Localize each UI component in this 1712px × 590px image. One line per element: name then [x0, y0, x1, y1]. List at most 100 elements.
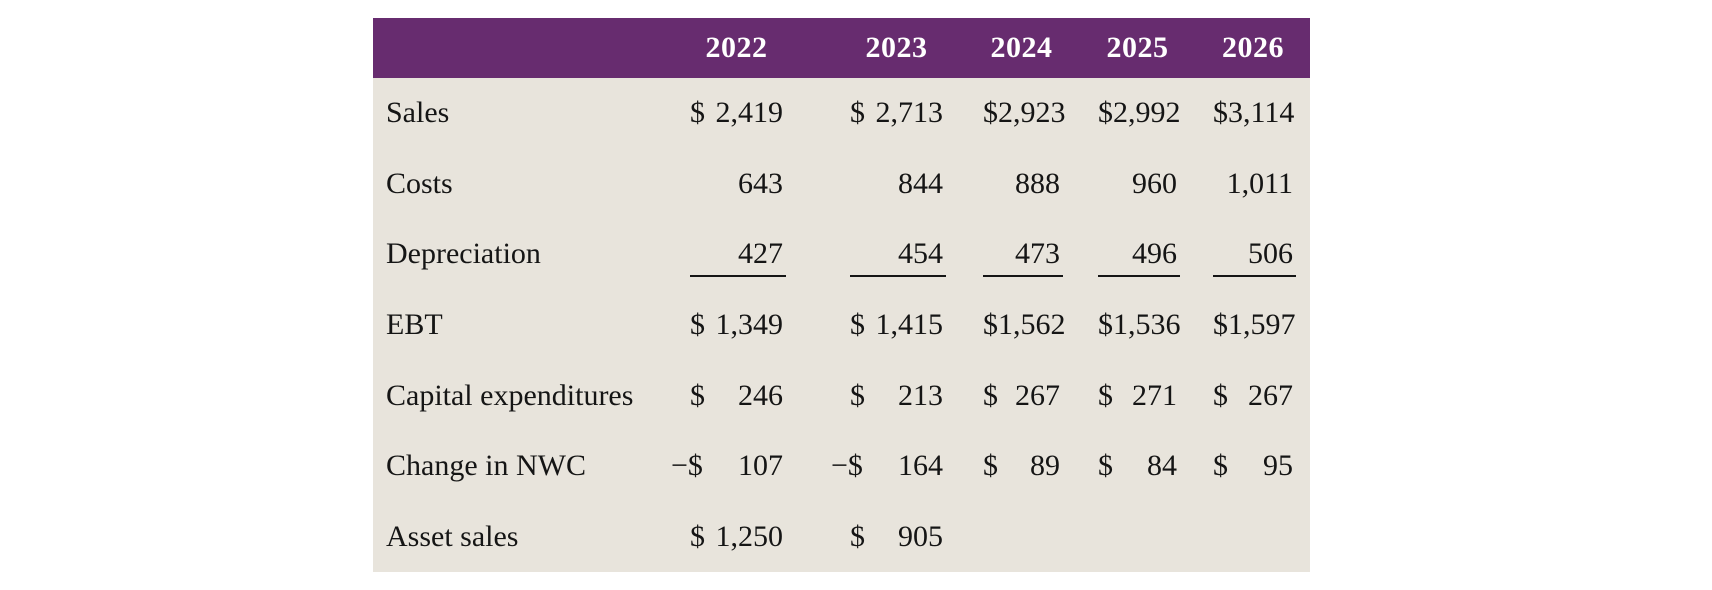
- column-header-2026: 2026: [1222, 31, 1284, 64]
- table-row: Change in NWC −$ 107 −$ 164 $89 $84 $95: [373, 431, 1310, 502]
- currency-symbol: $: [850, 96, 865, 130]
- table-cell: 427: [690, 237, 786, 278]
- currency-symbol: $: [983, 378, 998, 412]
- cell-value: 267: [1248, 378, 1293, 412]
- currency-symbol: −$: [671, 449, 703, 483]
- cell-value: 2,923: [998, 96, 1066, 130]
- currency-symbol: $: [1213, 96, 1228, 130]
- cell-value: 1,011: [1226, 166, 1293, 200]
- column-header-2023: 2023: [865, 31, 928, 64]
- cell-value: 888: [1015, 166, 1060, 200]
- cell-value: 1,536: [1113, 307, 1181, 341]
- table-cell: $1,562: [983, 307, 1066, 342]
- cell-value: 496: [1132, 237, 1177, 271]
- table-cell: $271: [1098, 379, 1177, 413]
- currency-symbol: $: [1098, 307, 1113, 341]
- table-body: Sales $2,419 $2,713 $2,923 $2,992 $3,114 Costs…: [373, 78, 1310, 572]
- row-label: Depreciation: [386, 237, 541, 271]
- table-cell: 888: [983, 167, 1060, 201]
- cell-value: 1,250: [715, 519, 784, 553]
- cell-value: 3,114: [1228, 96, 1295, 130]
- cell-value: 2,992: [1113, 96, 1181, 130]
- currency-symbol: $: [690, 96, 705, 130]
- table-cell: $267: [1213, 379, 1293, 413]
- cell-value: 164: [898, 449, 943, 483]
- currency-symbol: $: [1098, 378, 1113, 412]
- currency-symbol: $: [850, 378, 865, 412]
- currency-symbol: $: [690, 307, 705, 341]
- table-row: Capital expenditures $246 $213 $267 $271 $267: [373, 360, 1310, 431]
- currency-symbol: $: [1213, 378, 1228, 412]
- table-cell: $905: [850, 520, 943, 554]
- table-cell: $267: [983, 379, 1060, 413]
- financial-projection-table: 2022 2023 2024 2025 2026 Sales $2,419 $2,7…: [373, 18, 1310, 572]
- cell-value: 246: [738, 378, 783, 412]
- table-cell: $1,415: [850, 308, 943, 342]
- currency-symbol: $: [983, 307, 998, 341]
- currency-symbol: −$: [831, 449, 863, 483]
- cell-value: 960: [1132, 166, 1177, 200]
- cell-value: 473: [1015, 237, 1060, 271]
- row-label: EBT: [386, 307, 443, 341]
- table-cell: $213: [850, 379, 943, 413]
- table-cell: 496: [1098, 237, 1180, 278]
- table-cell: $2,713: [850, 96, 943, 130]
- table-cell: $95: [1213, 449, 1293, 483]
- table-cell: $1,536: [1098, 307, 1181, 342]
- currency-symbol: $: [1098, 449, 1113, 483]
- cell-value: 905: [898, 519, 943, 553]
- table-cell: $2,992: [1098, 96, 1181, 130]
- cell-value: 454: [898, 237, 943, 271]
- currency-symbol: $: [983, 96, 998, 130]
- table-cell: 960: [1098, 167, 1177, 201]
- column-header-2022: 2022: [705, 31, 768, 64]
- table-cell: $246: [690, 379, 783, 413]
- currency-symbol: $: [850, 307, 865, 341]
- table-cell: 454: [850, 237, 946, 278]
- table-row: EBT $1,349 $1,415 $1,562 $1,536 $1,597: [373, 290, 1310, 361]
- cell-value: 107: [738, 449, 783, 483]
- cell-value: 1,597: [1228, 307, 1296, 341]
- table-cell: $3,114: [1213, 96, 1295, 130]
- currency-symbol: $: [690, 378, 705, 412]
- table-cell: −$ 107: [671, 449, 783, 483]
- currency-symbol: $: [850, 519, 865, 553]
- table-cell: $1,349: [690, 308, 783, 342]
- cell-value: 1,562: [998, 307, 1066, 341]
- cell-value: 844: [898, 166, 943, 200]
- table-cell: $2,923: [983, 96, 1066, 130]
- table-row: Costs 643 844 888 960 1,011: [373, 149, 1310, 220]
- currency-symbol: $: [690, 519, 705, 553]
- cell-value: 1,349: [715, 307, 784, 341]
- currency-symbol: $: [983, 449, 998, 483]
- row-label: Asset sales: [386, 519, 519, 553]
- row-label: Costs: [386, 166, 453, 200]
- cell-value: 2,419: [715, 96, 784, 130]
- table-row: Asset sales $1,250 $905: [373, 501, 1310, 572]
- table-cell: 1,011: [1213, 167, 1293, 201]
- table-row: Depreciation 427 454 473 496 506: [373, 219, 1310, 290]
- currency-symbol: $: [1213, 307, 1228, 341]
- column-header-2024: 2024: [990, 31, 1053, 64]
- cell-value: 89: [1030, 449, 1060, 483]
- table-cell: $89: [983, 449, 1060, 483]
- cell-value: 271: [1132, 378, 1177, 412]
- table-cell: 643: [690, 167, 783, 201]
- table-cell: $2,419: [690, 96, 783, 130]
- cell-value: 2,713: [875, 96, 944, 130]
- cell-value: 84: [1147, 449, 1177, 483]
- currency-symbol: $: [1213, 449, 1228, 483]
- table-row: Sales $2,419 $2,713 $2,923 $2,992 $3,114: [373, 78, 1310, 149]
- cell-value: 643: [738, 166, 783, 200]
- table-cell: $1,597: [1213, 307, 1296, 342]
- column-header-2025: 2025: [1106, 31, 1169, 64]
- table-cell: 506: [1213, 237, 1296, 278]
- table-cell: $84: [1098, 449, 1177, 483]
- row-label: Sales: [386, 96, 450, 130]
- currency-symbol: $: [1098, 96, 1113, 130]
- row-label: Capital expenditures: [386, 378, 634, 412]
- table-cell: 844: [850, 167, 943, 201]
- table-cell: −$ 164: [831, 449, 943, 483]
- row-label: Change in NWC: [386, 449, 586, 483]
- table-header-row: 2022 2023 2024 2025 2026: [373, 18, 1310, 78]
